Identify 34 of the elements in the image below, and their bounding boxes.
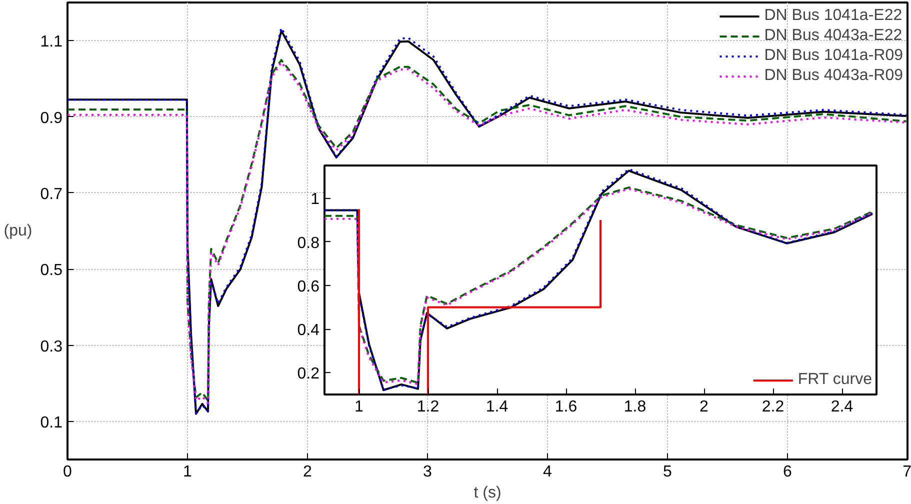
y-tick-label: 0.5 <box>40 262 63 280</box>
x-tick-label: 3 <box>423 464 432 480</box>
y-tick-label: 0.1 <box>40 414 63 432</box>
legend-label: FRT curve <box>798 371 872 389</box>
legend-label: DN Bus 1041a-R09 <box>764 47 903 65</box>
x-tick-label: 1.2 <box>416 398 440 416</box>
x-tick-label: 2 <box>303 464 312 480</box>
x-tick-label: 2.4 <box>830 398 854 416</box>
legend-label: DN Bus 4043a-E22 <box>764 27 902 45</box>
y-tick-label: 0.8 <box>297 234 320 252</box>
x-tick-label: 4 <box>543 464 552 480</box>
legend-label: DN Bus 4043a-R09 <box>764 67 903 85</box>
x-tick-label: 0 <box>63 464 72 480</box>
x-tick-label: 1.4 <box>486 398 508 416</box>
y-tick-label: 1 <box>310 191 320 208</box>
y-axis-title: (pu) <box>4 222 32 240</box>
x-axis-title: t (s) <box>474 484 502 502</box>
x-tick-label: 7 <box>902 464 911 480</box>
x-tick-label: 2 <box>700 398 709 416</box>
x-tick-label: 2.2 <box>762 398 784 416</box>
x-tick-label: 1.8 <box>624 398 646 416</box>
x-tick-label: 1 <box>354 398 364 416</box>
y-tick-label: 0.3 <box>40 338 63 356</box>
y-tick-label: 0.4 <box>297 322 320 340</box>
x-tick-label: 1.6 <box>554 398 578 416</box>
x-tick-label: 1 <box>183 464 192 480</box>
y-tick-label: 0.7 <box>40 186 63 203</box>
x-tick-label: 6 <box>783 464 792 480</box>
y-tick-label: 0.2 <box>297 366 320 383</box>
y-tick-label: 0.9 <box>40 110 63 127</box>
y-tick-label: 0.6 <box>297 278 320 296</box>
legend-label: DN Bus 1041a-E22 <box>764 7 902 25</box>
y-tick-label: 1.1 <box>40 34 63 51</box>
x-tick-label: 5 <box>663 464 672 480</box>
